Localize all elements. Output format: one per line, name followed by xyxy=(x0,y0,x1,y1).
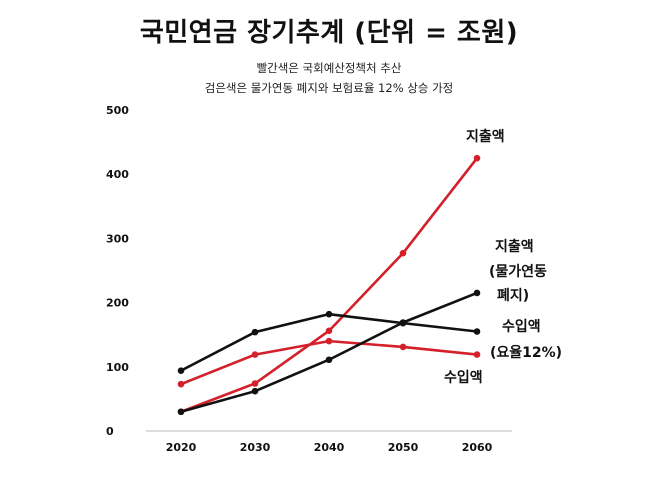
x-tick-label: 2030 xyxy=(240,441,271,454)
y-tick-label: 500 xyxy=(106,104,129,117)
data-point-red_income xyxy=(473,351,481,358)
x-tick-label: 2020 xyxy=(166,441,197,454)
y-tick-label: 0 xyxy=(106,425,114,438)
page-title: 국민연금 장기추계 (단위 = 조원) xyxy=(139,18,519,48)
data-point-black_expense xyxy=(251,387,259,395)
data-point-red_expense xyxy=(399,249,407,257)
annotation-label: 지출액 xyxy=(466,128,505,145)
data-point-black_income xyxy=(177,367,185,374)
annotation-label: (물가연동 xyxy=(489,264,547,280)
annotation-label: 폐지) xyxy=(497,288,529,304)
data-point-red_expense xyxy=(473,154,481,162)
data-point-red_income xyxy=(325,337,333,345)
data-point-black_income xyxy=(473,328,481,335)
subtitle-red: 빨간색은 국회예산정책처 추산 xyxy=(256,61,402,75)
data-point-red_expense xyxy=(325,327,333,335)
annotation-label: 수입액 xyxy=(444,369,483,386)
data-point-red_income xyxy=(177,380,185,388)
data-point-black_expense xyxy=(177,408,185,416)
data-point-red_income xyxy=(251,351,259,358)
y-tick-label: 100 xyxy=(106,361,129,374)
x-tick-label: 2060 xyxy=(462,441,493,454)
annotation-label: 수입액 xyxy=(502,318,541,335)
y-tick-label: 400 xyxy=(106,168,129,181)
subtitle-black: 검은색은 물가연동 폐지와 보험료율 12% 상승 가정 xyxy=(204,81,454,95)
data-point-black_income xyxy=(399,319,407,327)
data-point-black_expense xyxy=(325,356,333,364)
series-line-red_expense xyxy=(179,156,479,414)
data-point-red_expense xyxy=(251,380,259,387)
x-tick-label: 2040 xyxy=(314,441,345,454)
x-tick-label: 2050 xyxy=(388,441,419,454)
annotation-label: 지출액 xyxy=(495,238,534,255)
y-tick-label: 200 xyxy=(106,297,129,310)
data-point-black_income xyxy=(251,328,259,336)
y-tick-label: 300 xyxy=(106,232,129,245)
data-point-black_income xyxy=(325,310,333,318)
data-point-black_expense xyxy=(473,289,481,297)
annotation-label: (요율12%) xyxy=(490,344,562,361)
data-point-red_income xyxy=(399,343,407,351)
